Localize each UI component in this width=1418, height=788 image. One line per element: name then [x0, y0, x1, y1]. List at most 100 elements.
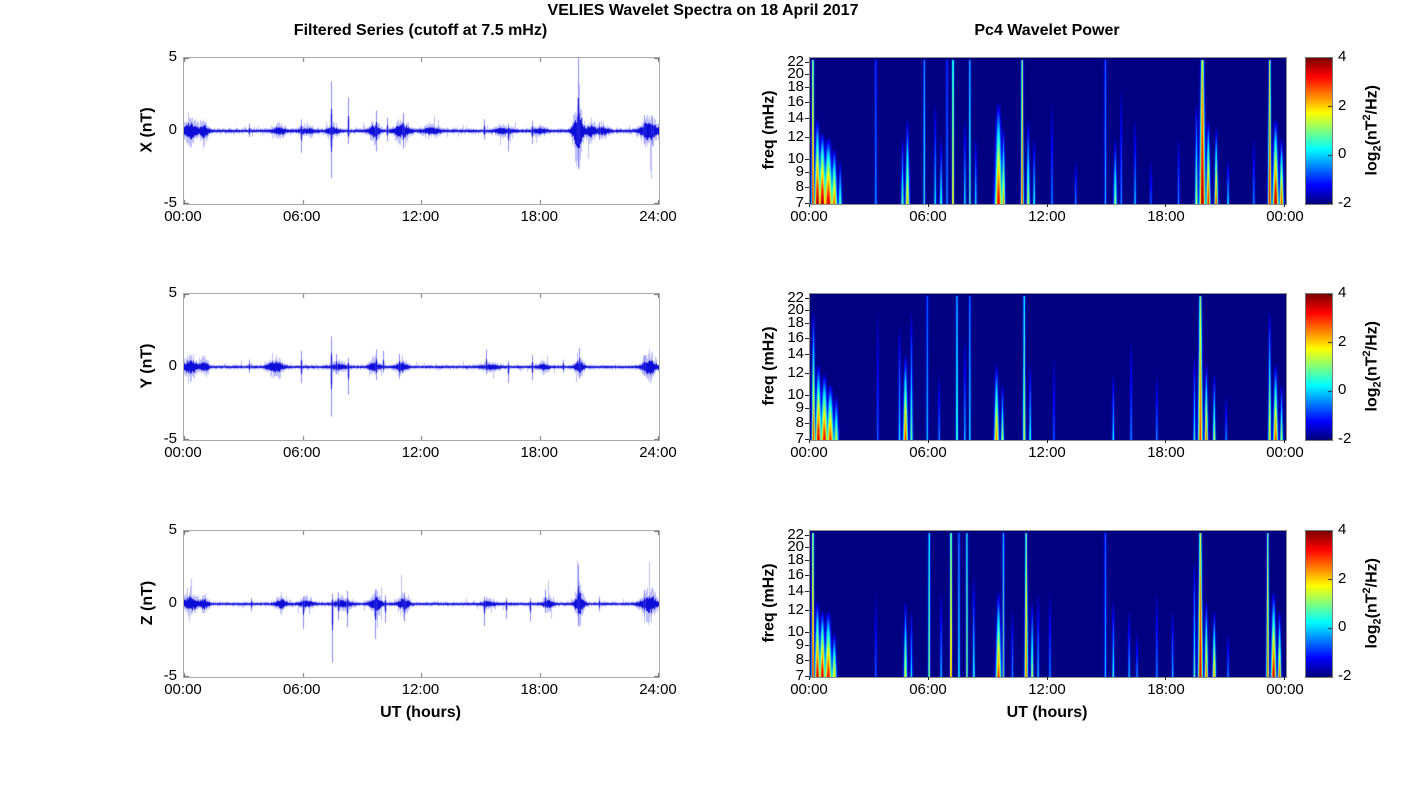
freq-tick-mark	[805, 159, 809, 160]
x-tick-label: 00:00	[164, 208, 202, 225]
right-column-title: Pc4 Wavelet Power	[974, 22, 1120, 39]
colorbar-tick-label: 0	[1338, 145, 1347, 163]
freq-tick-label: 16	[787, 565, 804, 583]
x-tick-label: 00:00	[164, 444, 202, 461]
x-tick-label: 24:00	[639, 444, 677, 461]
freq-tick-label: 7	[795, 667, 804, 684]
x-tick-label: 18:00	[1147, 208, 1185, 225]
freq-tick-mark	[805, 408, 809, 409]
x-tick-label: 06:00	[909, 208, 947, 225]
freq-tick-mark	[805, 660, 809, 661]
x-tick-mark	[1284, 440, 1285, 443]
freq-tick-label: 14	[787, 344, 804, 362]
y-tick-label: 0	[168, 121, 177, 138]
x-tick-label: 00:00	[790, 208, 828, 225]
y-tick-label: 0	[168, 357, 177, 374]
freq-tick-label: 14	[787, 108, 804, 126]
freq-tick-mark	[805, 395, 809, 396]
x-tick-mark	[809, 204, 810, 207]
x-series-plot	[183, 57, 660, 205]
colorbar-row2-canvas	[1306, 294, 1332, 440]
x-tick-label: 06:00	[282, 208, 321, 225]
x-tick-label: 18:00	[1147, 681, 1185, 698]
y-series-plot	[183, 293, 660, 441]
freq-tick-label: 20	[787, 65, 804, 83]
y-series-plot-canvas	[184, 294, 659, 440]
freq-tick-label: 16	[787, 328, 804, 346]
freq-tick-label: 12	[787, 600, 804, 618]
freq-tick-label: 22	[787, 53, 804, 71]
colorbar-tick-label: 2	[1338, 569, 1347, 587]
freq-tick-label: 16	[787, 92, 804, 110]
x-tick-mark	[1165, 204, 1166, 207]
x-tick-mark	[1165, 440, 1166, 443]
freq-tick-label: 9	[795, 399, 804, 417]
freq-tick-label: 9	[795, 636, 804, 654]
x-wavelet-heatmap-canvas	[810, 58, 1286, 204]
freq-tick-mark	[805, 591, 809, 592]
colorbar-tick-label: 4	[1338, 521, 1347, 538]
z-series-plot-canvas	[184, 531, 659, 677]
freq-tick-mark	[805, 118, 809, 119]
left-xaxis-label: UT (hours)	[380, 704, 461, 721]
y-tick-label: -5	[163, 430, 177, 447]
x-tick-label: 06:00	[909, 444, 947, 461]
x-tick-label: 00:00	[790, 681, 828, 698]
freq-tick-mark	[805, 172, 809, 173]
colorbar-row2-unit-label: log2(nT2/Hz)	[1360, 320, 1384, 412]
x-tick-label: 24:00	[639, 681, 677, 698]
colorbar-tick-label: 4	[1338, 284, 1347, 301]
y-wavelet-heatmap-canvas	[810, 294, 1286, 440]
freq-tick-label: 8	[795, 413, 804, 431]
y-tick-label: 0	[168, 594, 177, 611]
x-tick-label: 12:00	[401, 444, 440, 461]
freq-tick-label: 10	[787, 150, 804, 168]
x-tick-label: 12:00	[1028, 681, 1066, 698]
freq-tick-label: 22	[787, 289, 804, 307]
colorbar-tick-label: -2	[1338, 667, 1352, 684]
x-tick-label: 18:00	[520, 444, 559, 461]
x-tick-label: 12:00	[401, 681, 440, 698]
x-tick-label: 12:00	[401, 208, 440, 225]
x-tick-label: 06:00	[282, 444, 321, 461]
freq-tick-mark	[805, 310, 809, 311]
freq-tick-mark	[805, 74, 809, 75]
freq-tick-mark	[805, 645, 809, 646]
x-tick-label: 06:00	[282, 681, 321, 698]
freq-tick-mark	[805, 62, 809, 63]
freq-tick-label: 14	[787, 581, 804, 599]
x-tick-mark	[928, 440, 929, 443]
freq-tick-label: 18	[787, 551, 804, 569]
x-tick-mark	[928, 204, 929, 207]
colorbar-row1-unit-label: log2(nT2/Hz)	[1360, 84, 1384, 176]
freq-tick-mark	[805, 323, 809, 324]
freq-tick-mark	[805, 298, 809, 299]
y-tick-label: 5	[168, 284, 177, 301]
x-tick-label: 06:00	[909, 681, 947, 698]
colorbar-tick-label: 2	[1338, 96, 1347, 114]
colorbar-row3-unit-label: log2(nT2/Hz)	[1360, 557, 1384, 649]
y-tick-label: 5	[168, 521, 177, 538]
x-tick-label: 00:00	[790, 444, 828, 461]
colorbar-row3	[1305, 530, 1333, 678]
right-xaxis-label: UT (hours)	[1006, 704, 1088, 721]
figure-title: VELIES Wavelet Spectra on 18 April 2017	[547, 2, 859, 19]
x-tick-mark	[1047, 440, 1048, 443]
freq-tick-label: 22	[787, 526, 804, 544]
freq-tick-label: 12	[787, 127, 804, 145]
x-tick-label: 12:00	[1028, 444, 1066, 461]
freq-tick-mark	[805, 338, 809, 339]
freq-tick-mark	[805, 354, 809, 355]
freq-tick-mark	[805, 439, 809, 440]
colorbar-row1	[1305, 57, 1333, 205]
x-series-plot-canvas	[184, 58, 659, 204]
freq-tick-label: 10	[787, 623, 804, 641]
x-tick-mark	[1165, 677, 1166, 680]
freq-tick-mark	[805, 373, 809, 374]
colorbar-tick-label: 0	[1338, 618, 1347, 636]
freq-tick-mark	[805, 676, 809, 677]
z-wavelet-heatmap	[809, 530, 1287, 678]
x-tick-label: 12:00	[1028, 208, 1066, 225]
freq-tick-mark	[805, 137, 809, 138]
